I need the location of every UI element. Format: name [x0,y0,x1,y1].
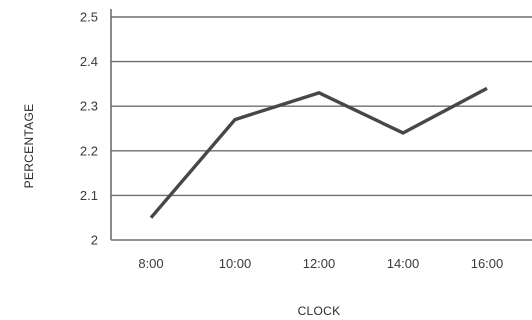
x-tick-label: 8:00 [138,256,163,271]
y-tick-label: 2.2 [80,143,98,158]
x-tick-label: 10:00 [219,256,252,271]
x-tick-labels: 8:00 10:00 12:00 14:00 16:00 [138,256,503,271]
y-tick-label: 2 [91,233,98,248]
y-tick-label: 2.3 [80,99,98,114]
series-lines [149,86,488,219]
series-line [149,86,488,219]
x-tick-label: 14:00 [387,256,420,271]
y-axis-title: PERCENTAGE [22,104,36,189]
y-tick-labels: 2 2.1 2.2 2.3 2.4 2.5 [80,10,98,248]
x-axis-title: CLOCK [298,304,341,318]
y-tick-label: 2.1 [80,188,98,203]
y-tick-label: 2.4 [80,54,98,69]
gridlines [111,16,532,241]
x-tick-label: 16:00 [471,256,504,271]
x-tick-label: 12:00 [303,256,336,271]
y-tick-label: 2.5 [80,10,98,25]
